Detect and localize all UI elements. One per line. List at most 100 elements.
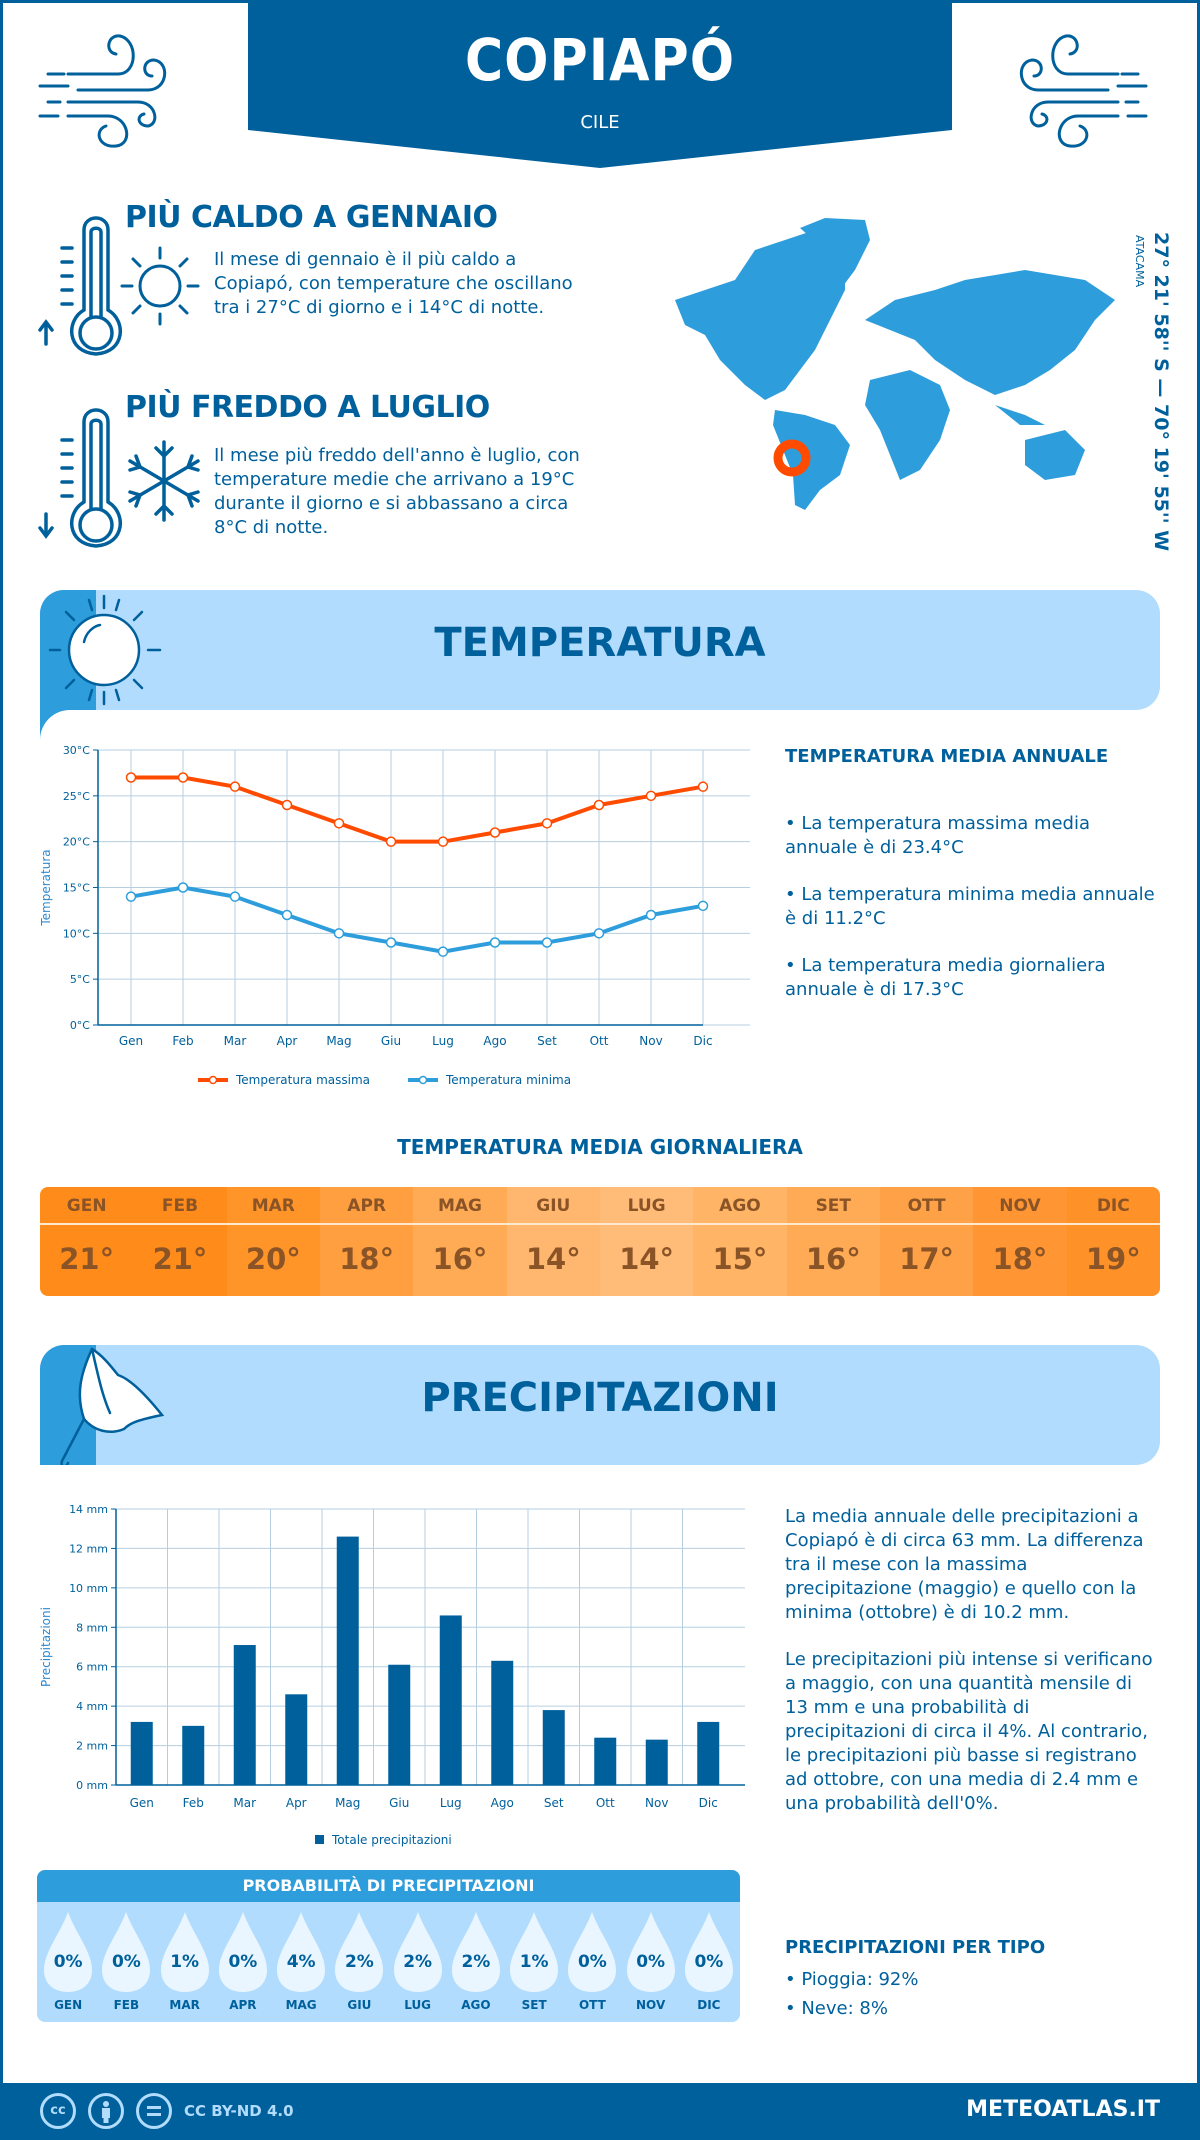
probability-drop: 2% GIU (331, 1902, 387, 2022)
daily-value: 18° (339, 1242, 395, 1276)
daily-month: APR (319, 1187, 414, 1225)
max-temp-point (177, 772, 189, 783)
precip-bar (336, 1536, 359, 1785)
probability-value: 0% (577, 1952, 607, 1972)
raindrop-icon (102, 1912, 151, 1992)
y-tick-label: 20°C (63, 836, 90, 849)
max-temp-point (645, 790, 657, 802)
probability-month: APR (229, 1998, 257, 2012)
precip-bar (285, 1694, 308, 1785)
min-temp-point (125, 891, 137, 902)
daily-value: 21° (152, 1242, 208, 1276)
x-tick-label: Apr (277, 1034, 298, 1048)
x-tick-label: Lug (440, 1796, 462, 1810)
probability-value: 0% (228, 1952, 258, 1972)
city-name: COPIAPÓ (464, 26, 736, 94)
precip-bar (388, 1664, 411, 1785)
y-tick-label: 4 mm (76, 1700, 108, 1713)
probability-drop: 0% NOV (623, 1902, 679, 2022)
daily-value: 20° (245, 1242, 301, 1276)
legend-marker (208, 1075, 218, 1085)
daily-value: 18° (992, 1242, 1048, 1276)
x-tick-label: Gen (130, 1796, 154, 1810)
coldest-title: PIÙ FREDDO A LUGLIO (125, 390, 490, 425)
temperature-chart: 0°C 5°C 10°C 15°C 20°C 25°C 30°C Gen Feb Mar Apr Ma… (39, 744, 750, 1087)
probability-month: LUG (404, 1998, 432, 2012)
x-tick-label: Nov (639, 1034, 662, 1048)
x-tick-label: Gen (119, 1034, 143, 1048)
snowflake-icon (128, 440, 200, 522)
daily-month: DIC (1066, 1187, 1160, 1225)
attribution-icon (88, 2093, 124, 2129)
probability-drop: 0% APR (215, 1902, 271, 2022)
annual-item-min: • La temperatura minima media annuale è … (785, 884, 1155, 929)
daily-month: FEB (133, 1187, 227, 1225)
sun-icon (120, 246, 200, 326)
max-temp-point (697, 781, 709, 792)
types-title: PRECIPITAZIONI PER TIPO (785, 1937, 1046, 1958)
probability-value: 0% (694, 1952, 724, 1972)
min-temp-point (385, 937, 397, 948)
x-tick-label: Set (537, 1034, 557, 1048)
site-link[interactable]: METEOATLAS.IT (966, 2097, 1160, 2122)
min-temp-point (177, 882, 189, 893)
daily-month: GEN (40, 1187, 134, 1225)
probability-month: SET (521, 1998, 547, 2012)
x-tick-label: Feb (172, 1034, 193, 1048)
probability-value: 2% (461, 1952, 491, 1972)
min-temp-point (229, 891, 241, 902)
precipitation-chart: 0 mm 2 mm 4 mm 6 mm 8 mm 10 mm 12 mm 14 mm Preci… (39, 1503, 745, 1847)
daily-value: 14° (619, 1242, 675, 1276)
daily-cell: GIU 14° (506, 1187, 600, 1296)
warmest-text: Il mese di gennaio è il più caldo a Copi… (214, 249, 573, 318)
probability-month: AGO (461, 1998, 491, 2012)
raindrop-icon (218, 1912, 267, 1992)
daily-cell: AGO 15° (693, 1187, 787, 1296)
coordinates: 27° 21' 58'' S — 70° 19' 55'' W (1150, 232, 1172, 552)
raindrop-icon (335, 1912, 384, 1992)
x-tick-label: Ago (491, 1796, 514, 1810)
x-tick-label: Giu (389, 1796, 409, 1810)
location-marker (773, 439, 811, 477)
daily-month: GIU (506, 1187, 600, 1225)
daily-cell: APR 18° (319, 1187, 414, 1296)
legend-label: Temperatura massima (235, 1073, 370, 1087)
probability-value: 2% (403, 1952, 433, 1972)
probability-drop: 4% MAG (273, 1902, 329, 2022)
x-tick-label: Ago (483, 1034, 506, 1048)
min-temp-point (541, 937, 553, 948)
probability-drop: 1% SET (506, 1902, 562, 2022)
daily-month: LUG (599, 1187, 694, 1225)
daily-cell: FEB 21° (133, 1187, 227, 1296)
min-temp-line (130, 885, 704, 954)
y-tick-label: 30°C (63, 744, 90, 757)
wind-icon-right (1019, 34, 1148, 148)
daily-temperature-table: GEN 21° FEB 21° MAR 20° APR 18° MAG 16° GIU 14° LUG 1… (40, 1187, 1160, 1296)
probability-drop: 1% MAR (157, 1902, 213, 2022)
raindrop-icon (568, 1912, 617, 1992)
raindrop-icon (626, 1912, 675, 1992)
daily-value: 15° (712, 1242, 768, 1276)
region-name: ATACAMA (1133, 235, 1146, 288)
y-tick-label: 10 mm (69, 1582, 108, 1595)
precip-bar (594, 1737, 617, 1785)
y-tick-label: 14 mm (69, 1503, 108, 1516)
warmest-title: PIÙ CALDO A GENNAIO (125, 200, 498, 235)
y-tick-label: 6 mm (76, 1661, 108, 1674)
raindrop-icon (510, 1912, 559, 1992)
precip-detail: Le precipitazioni più intense si verific… (785, 1649, 1153, 1814)
min-temp-point (697, 900, 709, 912)
probability-drop: 0% FEB (98, 1902, 154, 2022)
max-temp-line (131, 775, 704, 844)
probability-value: 4% (286, 1952, 316, 1972)
probability-drop: 2% AGO (448, 1902, 504, 2022)
probability-value: 0% (53, 1952, 83, 1972)
sun-large-icon (48, 594, 162, 706)
precip-summary: La media annuale delle precipitazioni a … (785, 1506, 1144, 1623)
annual-title: TEMPERATURA MEDIA ANNUALE (785, 746, 1109, 767)
probability-value: 1% (519, 1952, 549, 1972)
daily-value: 17° (899, 1242, 955, 1276)
raindrop-icon (277, 1912, 326, 1992)
daily-title: TEMPERATURA MEDIA GIORNALIERA (397, 1135, 803, 1159)
thermometer-hot-icon (38, 216, 122, 356)
